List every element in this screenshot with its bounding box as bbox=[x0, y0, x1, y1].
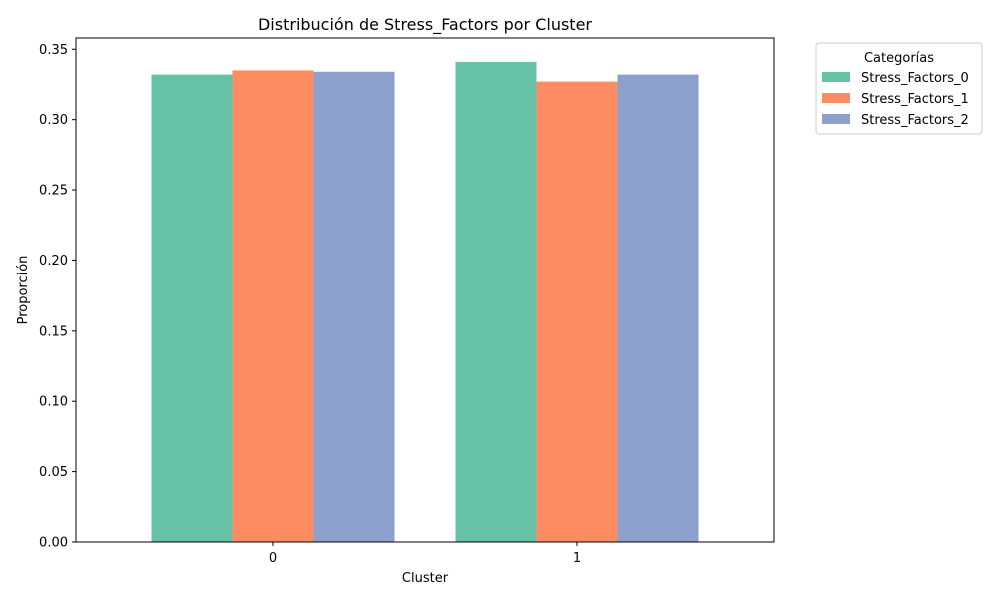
bar-Stress_Factors_0-cluster-0 bbox=[151, 74, 233, 542]
bar-Stress_Factors_0-cluster-1 bbox=[455, 61, 537, 543]
y-axis-label: Proporción bbox=[16, 256, 31, 325]
axes-frame bbox=[75, 37, 775, 543]
x-tick-label: 0 bbox=[269, 551, 277, 566]
legend-label: Stress_Factors_1 bbox=[861, 92, 969, 107]
x-axis-label: Cluster bbox=[402, 571, 449, 586]
y-tick-label: 0.30 bbox=[39, 113, 68, 128]
legend-swatch bbox=[822, 114, 850, 124]
y-tick-label: 0.05 bbox=[39, 465, 68, 480]
y-tick-label: 0.15 bbox=[39, 324, 68, 339]
legend: Categorías Stress_Factors_0 Stress_Factor… bbox=[815, 42, 983, 135]
y-tick-label: 0.35 bbox=[39, 43, 68, 58]
legend-frame bbox=[815, 42, 983, 135]
bar-Stress_Factors_1-cluster-0 bbox=[232, 70, 314, 543]
legend-label: Stress_Factors_2 bbox=[861, 113, 969, 128]
plot-area: 0.00 0.05 0.10 0.15 0.20 0.25 0.30 0.35 0 1 bbox=[39, 37, 775, 566]
legend-label: Stress_Factors_0 bbox=[861, 71, 969, 86]
y-tick-label: 0.20 bbox=[39, 254, 68, 269]
legend-title: Categorías bbox=[864, 51, 934, 66]
y-tick-label: 0.25 bbox=[39, 184, 68, 199]
chart-title: Distribución de Stress_Factors por Clust… bbox=[258, 15, 592, 35]
y-tick-label: 0.10 bbox=[39, 395, 68, 410]
bar-Stress_Factors_2-cluster-0 bbox=[313, 71, 395, 542]
y-tick-label: 0.00 bbox=[39, 536, 68, 551]
bar-Stress_Factors_1-cluster-1 bbox=[536, 81, 618, 542]
legend-swatch bbox=[822, 72, 850, 82]
bar-Stress_Factors_2-cluster-1 bbox=[617, 74, 699, 542]
legend-swatch bbox=[822, 93, 850, 103]
x-tick-label: 1 bbox=[573, 551, 581, 566]
